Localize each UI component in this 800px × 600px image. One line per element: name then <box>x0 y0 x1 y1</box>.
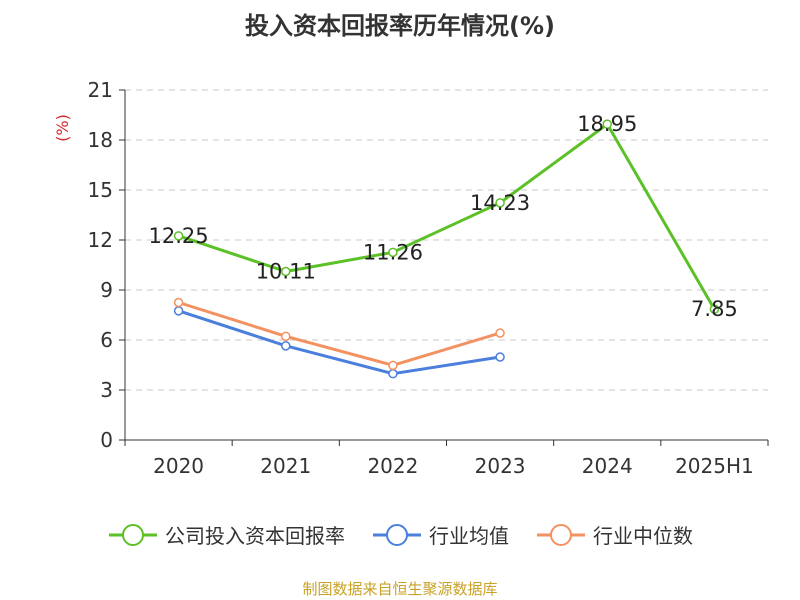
data-point <box>281 331 291 342</box>
data-point <box>495 328 505 338</box>
x-tick-label: 2025H1 <box>675 454 754 478</box>
data-point <box>173 306 184 316</box>
data-point <box>495 352 505 362</box>
x-tick-label: 2020 <box>153 454 204 478</box>
series-line-2 <box>178 301 501 367</box>
data-label: 12.25 <box>149 224 209 248</box>
legend-item[interactable]: 行业中位数 <box>535 520 693 549</box>
legend-label: 行业均值 <box>429 524 509 548</box>
data-label: 10.11 <box>256 260 316 284</box>
data-label: 14.23 <box>470 191 530 215</box>
legend-marker-icon <box>537 523 585 546</box>
y-tick-label: 9 <box>100 278 113 302</box>
legend-marker-icon <box>373 523 421 546</box>
y-tick-label: 21 <box>88 78 113 102</box>
series-line-0 <box>178 122 716 310</box>
y-tick-label: 3 <box>100 378 113 402</box>
data-point <box>388 360 398 371</box>
legend-marker-icon <box>109 523 157 546</box>
y-tick-label: 12 <box>88 228 113 252</box>
data-label: 11.26 <box>363 240 423 264</box>
data-point <box>388 368 398 379</box>
series-line-1 <box>178 309 501 376</box>
data-point <box>709 304 720 314</box>
data-point <box>281 266 291 277</box>
y-tick-label: 15 <box>88 178 113 202</box>
legend-label: 行业中位数 <box>593 524 693 548</box>
y-tick-label: 6 <box>100 328 113 352</box>
data-point <box>281 341 291 351</box>
legend-item[interactable]: 公司投入资本回报率 <box>107 520 345 549</box>
chart-title: 投入资本回报率历年情况(%) <box>245 12 555 40</box>
x-tick-label: 2023 <box>475 454 526 478</box>
source-note: 制图数据来自恒生聚源数据库 <box>302 580 498 598</box>
data-point <box>173 231 184 241</box>
data-point <box>173 297 184 308</box>
legend-label: 公司投入资本回报率 <box>165 524 345 548</box>
x-tick-label: 2024 <box>582 454 633 478</box>
x-tick-label: 2021 <box>260 454 311 478</box>
data-point <box>388 247 398 258</box>
data-point <box>602 119 612 129</box>
data-point <box>495 198 505 208</box>
y-tick-label: 0 <box>100 428 113 452</box>
y-tick-label: 18 <box>88 128 113 152</box>
y-axis-label: (%) <box>53 114 72 142</box>
chart-legend: 公司投入资本回报率 行业均值 行业中位数 <box>0 520 800 549</box>
data-label: 18.95 <box>577 112 637 136</box>
x-tick-label: 2022 <box>367 454 418 478</box>
data-label: 7.85 <box>691 297 738 321</box>
legend-item[interactable]: 行业均值 <box>371 520 509 549</box>
